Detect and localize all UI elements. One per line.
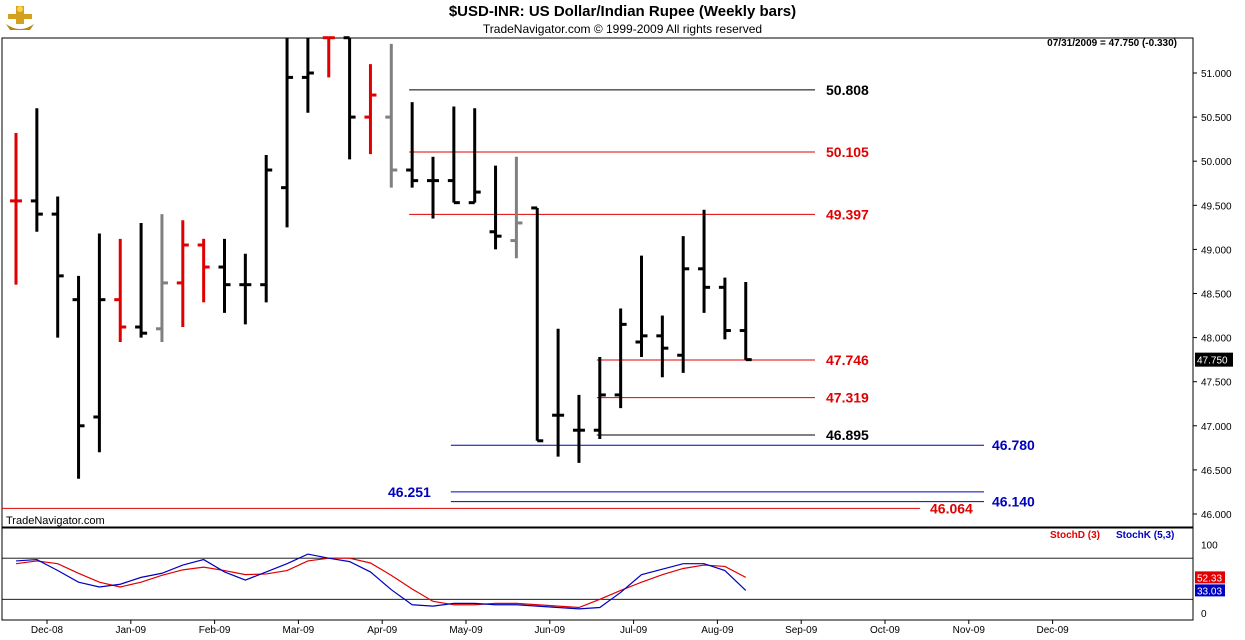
- last-quote-readout: 07/31/2009 = 47.750 (-0.330): [1047, 38, 1177, 49]
- stoch-last-marker: [1195, 571, 1225, 584]
- x-tick-label: Apr-09: [367, 625, 397, 636]
- level-label-50.105: 50.105: [826, 144, 869, 160]
- y-tick-label: 50.500: [1201, 113, 1232, 124]
- stoch-last-marker: [1195, 584, 1225, 597]
- ohlc-bar: [51, 196, 64, 338]
- x-tick-label: Aug-09: [701, 625, 734, 636]
- chart-header: $USD-INR: US Dollar/Indian Rupee (Weekly…: [0, 0, 1245, 38]
- ohlc-bar: [489, 165, 502, 250]
- ohlc-bar: [447, 106, 460, 205]
- last-price-label: 47.750: [1197, 356, 1228, 367]
- legend-stochd: StochD (3): [1050, 530, 1100, 541]
- x-tick-label: Dec-09: [1036, 625, 1069, 636]
- x-tick-label: Nov-09: [953, 625, 986, 636]
- ohlc-bar: [155, 214, 168, 343]
- ohlc-bar: [677, 236, 690, 373]
- ohlc-bar: [531, 206, 544, 443]
- oscillator-panel-frame: [1, 527, 1194, 621]
- y-tick-label: 48.500: [1201, 290, 1232, 301]
- ohlc-bar: [114, 238, 127, 343]
- ohlc-bar: [593, 357, 606, 440]
- ohlc-bar: [93, 233, 106, 453]
- stoch-last-label: 33.03: [1197, 586, 1222, 597]
- ohlc-bar: [72, 275, 85, 479]
- watermark-text: TradeNavigator.com: [6, 515, 105, 527]
- x-tick-label: Sep-09: [785, 625, 818, 636]
- ohlc-bar: [260, 155, 273, 303]
- legend-stochk: StochK (5,3): [1116, 530, 1174, 541]
- x-tick-label: May-09: [449, 625, 483, 636]
- y-tick-label: 49.500: [1201, 201, 1232, 212]
- y-tick-label: 50.000: [1201, 157, 1232, 168]
- y-tick-label: 51.000: [1201, 69, 1232, 80]
- ohlc-bar: [468, 108, 481, 205]
- ohlc-bar: [406, 102, 419, 188]
- ohlc-bar: [572, 394, 585, 463]
- ohlc-bar: [656, 315, 669, 378]
- level-label-47.319: 47.319: [826, 390, 869, 406]
- trade-navigator-logo-icon: [4, 4, 36, 39]
- x-tick-label: Jul-09: [620, 625, 648, 636]
- ohlc-bar: [176, 220, 189, 328]
- price-panel-frame: [1, 37, 1194, 528]
- stoch-line-k: [15, 553, 747, 610]
- chart-title: $USD-INR: US Dollar/Indian Rupee (Weekly…: [448, 3, 797, 20]
- ohlc-bar: [635, 255, 648, 358]
- ohlc-bar: [614, 308, 627, 409]
- ohlc-bar: [30, 108, 43, 232]
- x-tick-label: Mar-09: [283, 625, 315, 636]
- ohlc-bar: [197, 238, 210, 303]
- ohlc-bar: [343, 36, 356, 160]
- level-label-46.780: 46.780: [992, 437, 1035, 453]
- ohlc-bar: [552, 328, 565, 457]
- level-label-47.746: 47.746: [826, 352, 869, 368]
- level-label-49.397: 49.397: [826, 206, 869, 222]
- y-tick-label: 48.000: [1201, 334, 1232, 345]
- level-label-46.140: 46.140: [992, 494, 1035, 510]
- y-tick-label: 47.500: [1201, 378, 1232, 389]
- level-label-46.251: 46.251: [388, 484, 431, 500]
- osc-y-tick-label: 100: [1201, 541, 1218, 552]
- x-tick-label: Feb-09: [199, 625, 231, 636]
- ohlc-bar: [10, 132, 22, 285]
- ohlc-bar: [698, 209, 711, 313]
- ohlc-bar: [135, 222, 148, 338]
- ohlc-bar: [322, 36, 335, 78]
- ohlc-bar: [218, 238, 231, 313]
- copyright-text: TradeNavigator.com © 1999-2009 All right…: [482, 22, 763, 36]
- level-label-50.808: 50.808: [826, 82, 869, 98]
- ohlc-bar: [281, 37, 294, 228]
- ohlc-bar: [739, 282, 752, 362]
- y-tick-label: 47.000: [1201, 422, 1232, 433]
- ohlc-bar: [364, 64, 377, 155]
- ohlc-bar: [718, 277, 731, 340]
- osc-y-tick-label: 0: [1201, 609, 1207, 620]
- level-label-46.064: 46.064: [930, 500, 973, 516]
- stoch-last-label: 52.33: [1197, 573, 1222, 584]
- y-tick-label: 49.000: [1201, 245, 1232, 256]
- x-tick-label: Jun-09: [535, 625, 566, 636]
- x-tick-label: Jan-09: [116, 625, 147, 636]
- price-y-axis: 51.000 50.500 50.000 49.500 49.000 48.500 48.0…: [1193, 69, 1232, 521]
- ohlc-bar: [239, 253, 252, 325]
- ohlc-bars: [10, 36, 752, 479]
- x-tick-label: Dec-08: [31, 625, 64, 636]
- ohlc-bar: [510, 156, 523, 259]
- y-tick-label: 46.500: [1201, 466, 1232, 477]
- ohlc-bar: [385, 43, 398, 188]
- last-price-marker: [1195, 352, 1233, 367]
- y-tick-label: 46.000: [1201, 510, 1232, 521]
- x-tick-label: Oct-09: [870, 625, 900, 636]
- level-label-46.895: 46.895: [826, 427, 869, 443]
- x-axis: Dec-08 Jan-09 Feb-09 Mar-09 Apr-09 May-09 Jun-…: [31, 620, 1069, 636]
- ohlc-bar: [427, 156, 439, 219]
- ohlc-bar: [301, 37, 314, 113]
